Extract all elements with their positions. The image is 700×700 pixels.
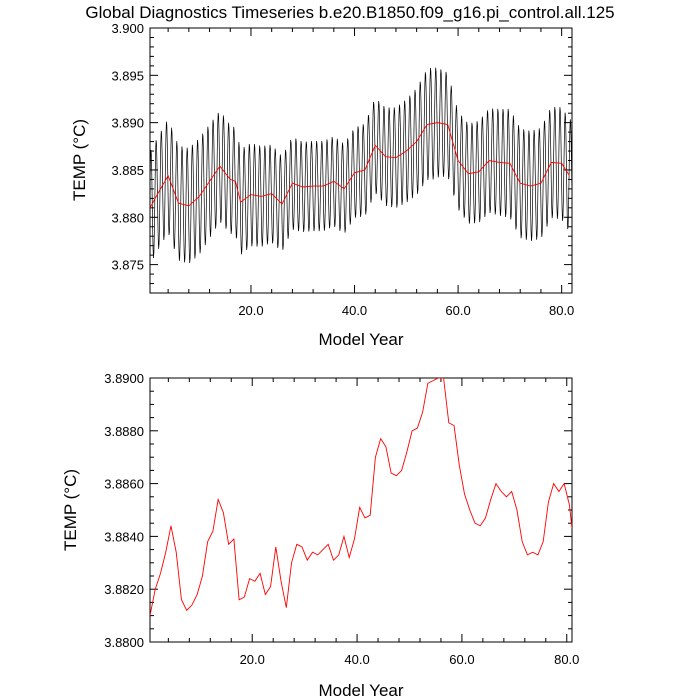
x-tick-label: 20.0 xyxy=(240,652,265,667)
x-tick-label: 60.0 xyxy=(445,303,470,318)
y-tick-label: 3.880 xyxy=(111,210,144,225)
top-ticks: 20.0 40.0 60.0 80.0 3.875 3.880 3.885 3.890 3.89… xyxy=(111,21,574,318)
x-tick-label: 40.0 xyxy=(344,652,369,667)
bottom-y-axis-label: TEMP (°C) xyxy=(61,469,80,551)
monthly-series-line xyxy=(150,67,572,264)
bottom-panel: 20.0 40.0 60.0 80.0 3.8800 3.8820 3.8840 3.8860… xyxy=(61,371,579,700)
bottom-series xyxy=(150,378,572,616)
y-tick-label: 3.900 xyxy=(111,21,144,36)
y-tick-label: 3.895 xyxy=(111,68,144,83)
y-tick-label: 3.8820 xyxy=(104,582,144,597)
y-tick-label: 3.875 xyxy=(111,258,144,273)
top-series xyxy=(150,67,572,264)
y-tick-label: 3.8880 xyxy=(104,424,144,439)
annual-mean-series-line xyxy=(150,378,572,616)
y-tick-label: 3.8840 xyxy=(104,529,144,544)
chart-title: Global Diagnostics Timeseries b.e20.B185… xyxy=(85,3,614,22)
x-tick-label: 40.0 xyxy=(342,303,367,318)
bottom-ticks: 20.0 40.0 60.0 80.0 3.8800 3.8820 3.8840 3.8860… xyxy=(104,371,579,667)
top-panel: 20.0 40.0 60.0 80.0 3.875 3.880 3.885 3.890 3.89… xyxy=(70,21,574,349)
x-tick-label: 80.0 xyxy=(554,652,579,667)
top-plot-frame xyxy=(149,27,573,294)
top-x-axis-label: Model Year xyxy=(318,330,403,349)
y-tick-label: 3.8900 xyxy=(104,371,144,386)
top-y-axis-label: TEMP (°C) xyxy=(70,119,89,201)
y-tick-label: 3.8860 xyxy=(104,477,144,492)
y-tick-label: 3.8800 xyxy=(104,635,144,650)
y-tick-label: 3.890 xyxy=(111,116,144,131)
annual-mean-series-line xyxy=(150,122,570,209)
bottom-x-axis-label: Model Year xyxy=(318,681,403,700)
y-tick-label: 3.885 xyxy=(111,163,144,178)
x-tick-label: 80.0 xyxy=(549,303,574,318)
x-tick-label: 20.0 xyxy=(238,303,263,318)
x-tick-label: 60.0 xyxy=(449,652,474,667)
